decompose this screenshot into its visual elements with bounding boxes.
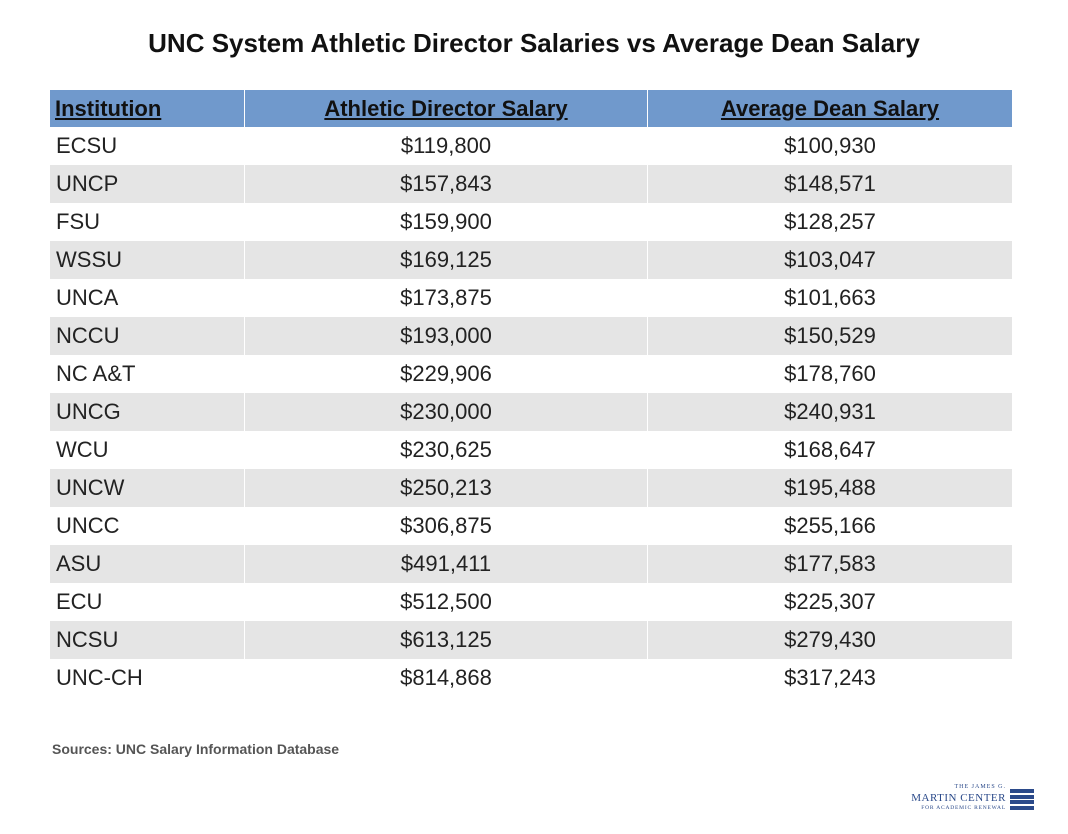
ad-salary-cell: $512,500	[244, 583, 648, 621]
source-note: Sources: UNC Salary Information Database	[52, 741, 340, 757]
ad-salary-cell: $157,843	[244, 165, 648, 203]
institution-cell: NCSU	[50, 621, 245, 659]
dean-salary-cell: $240,931	[647, 393, 1012, 431]
header-row: Institution Athletic Director Salary Ave…	[50, 90, 1012, 127]
table-row: ECU $512,500 $225,307	[50, 583, 1012, 621]
ad-salary-cell: $173,875	[244, 279, 648, 317]
table-row: ASU $491,411 $177,583	[50, 545, 1012, 583]
ad-salary-cell: $230,000	[244, 393, 648, 431]
logo-line-3: FOR ACADEMIC RENEWAL	[921, 805, 1006, 811]
table-row: UNCA $173,875 $101,663	[50, 279, 1012, 317]
institution-cell: ECU	[56, 589, 103, 614]
dean-salary-cell: $255,166	[647, 507, 1012, 545]
logo-line-1: THE JAMES G.	[954, 784, 1006, 790]
dean-salary-cell: $279,430	[647, 621, 1012, 659]
logo-line-2: MARTIN CENTER	[911, 792, 1006, 804]
table-row: NCSU $613,125 $279,430	[50, 621, 1012, 659]
ad-salary-cell: $159,900	[244, 203, 648, 241]
ad-salary-cell: $814,868	[244, 659, 648, 697]
martin-center-logo: THE JAMES G. MARTIN CENTER FOR ACADEMIC …	[900, 784, 1036, 818]
dean-salary-cell: $103,047	[647, 241, 1012, 279]
dean-salary-cell: $128,257	[647, 203, 1012, 241]
dean-salary-cell: $168,647	[647, 431, 1012, 469]
institution-cell: UNCW	[50, 469, 245, 507]
ad-salary-cell: $306,875	[244, 507, 648, 545]
ad-salary-cell: $230,625	[244, 431, 648, 469]
table-row: UNCG $230,000 $240,931	[50, 393, 1012, 431]
dean-salary-cell: $225,307	[647, 583, 1012, 621]
dean-salary-cell: $195,488	[647, 469, 1012, 507]
dean-salary-cell: $150,529	[647, 317, 1012, 355]
institution-cell: WSSU	[50, 241, 245, 279]
dean-salary-cell: $317,243	[647, 659, 1012, 697]
ad-salary-cell: $613,125	[244, 621, 648, 659]
institution-cell: UNCP	[50, 165, 245, 203]
dean-salary-cell: $148,571	[647, 165, 1012, 203]
institution-cell: NC A&T	[56, 361, 136, 386]
institution-cell: UNC-CH	[56, 665, 143, 690]
salary-table: Institution Athletic Director Salary Ave…	[50, 90, 1012, 697]
table-row: UNC-CH $814,868 $317,243	[50, 659, 1012, 697]
table-row: FSU $159,900 $128,257	[50, 203, 1012, 241]
books-icon	[1010, 789, 1034, 811]
column-header-ad-salary: Athletic Director Salary	[244, 90, 648, 127]
ad-salary-cell: $491,411	[244, 545, 648, 583]
institution-cell: WCU	[56, 437, 109, 462]
table-row: UNCC $306,875 $255,166	[50, 507, 1012, 545]
table-row: UNCW $250,213 $195,488	[50, 469, 1012, 507]
institution-cell: NCCU	[50, 317, 245, 355]
institution-cell: UNCC	[56, 513, 120, 538]
table-row: WSSU $169,125 $103,047	[50, 241, 1012, 279]
table-row: NCCU $193,000 $150,529	[50, 317, 1012, 355]
column-header-institution: Institution	[50, 90, 245, 127]
dean-salary-cell: $177,583	[647, 545, 1012, 583]
institution-cell: UNCG	[50, 393, 245, 431]
chart-title: UNC System Athletic Director Salaries vs…	[148, 28, 920, 58]
dean-salary-cell: $178,760	[647, 355, 1012, 393]
institution-cell: UNCA	[56, 285, 119, 310]
table-row: WCU $230,625 $168,647	[50, 431, 1012, 469]
ad-salary-cell: $229,906	[244, 355, 648, 393]
ad-salary-cell: $250,213	[244, 469, 648, 507]
institution-cell: ECSU	[56, 133, 118, 158]
table-row: UNCP $157,843 $148,571	[50, 165, 1012, 203]
column-header-dean-salary: Average Dean Salary	[647, 90, 1012, 127]
table-row: ECSU $119,800 $100,930	[50, 127, 1012, 165]
table-body: ECSU $119,800 $100,930 UNCP $157,843 $148,571…	[50, 127, 1012, 697]
ad-salary-cell: $169,125	[244, 241, 648, 279]
ad-salary-cell: $193,000	[244, 317, 648, 355]
table-row: NC A&T $229,906 $178,760	[50, 355, 1012, 393]
dean-salary-cell: $100,930	[647, 127, 1012, 165]
institution-cell: ASU	[50, 545, 245, 583]
institution-cell: FSU	[56, 209, 100, 234]
dean-salary-cell: $101,663	[647, 279, 1012, 317]
ad-salary-cell: $119,800	[244, 127, 648, 165]
